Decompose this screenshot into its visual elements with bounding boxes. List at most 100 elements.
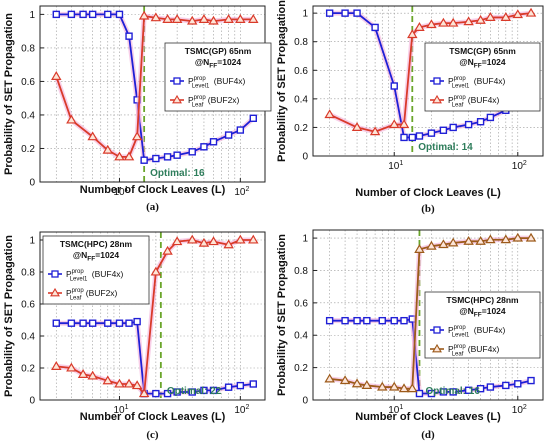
legend-marker: [50, 287, 60, 297]
data-point: [371, 23, 379, 32]
data-point: [486, 383, 495, 391]
data-point: [67, 10, 76, 19]
data-point: [427, 129, 436, 137]
data-point: [414, 22, 425, 31]
data-point: [188, 148, 196, 156]
y-tick-label: 0.4: [21, 332, 35, 343]
y-tick-label: 1: [29, 236, 35, 247]
y-axis-label: Probability of SET Propagation: [276, 234, 288, 396]
data-point: [163, 153, 172, 161]
data-point: [162, 245, 173, 255]
data-point: [140, 156, 148, 164]
legend-marker: [433, 326, 441, 334]
data-point: [51, 71, 62, 80]
data-point: [188, 388, 196, 396]
legend-title: TSMC(GP) 65nm: [185, 46, 252, 56]
x-tick-label: 102: [234, 404, 249, 416]
data-point: [325, 316, 334, 325]
data-point: [186, 15, 198, 25]
data-point: [341, 9, 349, 17]
data-point: [341, 316, 349, 325]
legend-label: Pprop Leaf (BUF2x): [66, 288, 118, 302]
x-axis-label: Number of Clock Leaves (L): [80, 184, 226, 196]
data-point: [198, 14, 210, 23]
data-point: [447, 237, 459, 247]
data-point: [438, 17, 449, 27]
data-point: [131, 380, 143, 390]
data-point: [427, 389, 436, 398]
panel-caption: (c): [146, 429, 159, 441]
data-point: [171, 236, 183, 246]
data-point: [463, 16, 474, 26]
data-point: [186, 234, 198, 244]
data-point: [486, 113, 495, 122]
panel-caption: (a): [146, 201, 159, 213]
data-point: [351, 122, 363, 131]
data-point: [351, 378, 363, 388]
y-tick-label: 0.4: [294, 331, 308, 342]
y-tick-label: 0.6: [21, 77, 35, 88]
y-tick-label: 0.4: [21, 110, 35, 121]
legend: TSMC(GP) 65nm@NFF=1024 Pprop Level1 (BUF4x…: [164, 42, 272, 112]
legend-marker: [432, 343, 442, 353]
data-point: [223, 239, 234, 249]
data-point: [88, 10, 97, 19]
data-point: [102, 375, 114, 385]
legend-title: TSMC(HPC) 28nm: [446, 295, 519, 305]
data-point: [353, 9, 361, 17]
data-point: [138, 10, 150, 20]
data-point: [475, 235, 486, 245]
optimal-label: Optimal: 16: [150, 168, 205, 179]
data-point: [447, 17, 459, 27]
data-point: [363, 316, 371, 325]
x-tick-label: 101: [388, 404, 403, 416]
data-point: [248, 234, 259, 244]
y-tick-label: 0.2: [294, 363, 308, 374]
data-point: [415, 389, 424, 398]
data-point: [400, 133, 408, 142]
y-tick-label: 0.8: [294, 37, 308, 48]
x-tick-label: 101: [113, 404, 128, 416]
y-tick-label: 1: [29, 10, 35, 21]
data-point: [235, 234, 246, 244]
legend-label: Pprop Level1 (BUF4x): [66, 269, 124, 283]
legend-subtitle: @NFF=1024: [73, 250, 120, 263]
y-tick-label: 0: [302, 152, 308, 163]
data-point: [52, 10, 60, 19]
y-tick-label: 0.4: [294, 94, 308, 105]
legend-marker: [433, 77, 441, 85]
data-point: [88, 319, 97, 327]
data-point: [361, 380, 373, 389]
legend-label: Pprop Leaf (BUF4x): [448, 344, 500, 358]
data-point: [150, 12, 162, 22]
data-point: [388, 119, 400, 129]
chart-panel-b: 0 0.2 0.4 0.6 0.8 1 101 102 Optimal: 14 Number of…: [276, 0, 544, 215]
data-point: [378, 316, 386, 325]
x-tick-label: 101: [388, 160, 403, 172]
data-point: [502, 381, 510, 390]
data-point: [209, 138, 218, 146]
data-point: [173, 151, 181, 159]
chart-panel-c: 0 0.2 0.4 0.6 0.8 1 101 102 Optimal: 22 Number of…: [3, 231, 266, 441]
x-tick-label: 102: [234, 186, 249, 198]
legend-label: Pprop Level1 (BUF4x): [448, 325, 506, 339]
data-point: [52, 319, 60, 327]
y-tick-label: 0: [29, 178, 35, 189]
data-point: [390, 316, 398, 325]
data-point: [79, 319, 87, 327]
chart-panel-a: 0 0.2 0.4 0.6 0.8 1 101 102 Optimal: 16 Number of…: [3, 5, 272, 213]
x-tick-label: 101: [113, 186, 128, 198]
data-point: [249, 380, 257, 388]
optimal-label: Optimal: 22: [167, 386, 222, 397]
data-point: [51, 361, 62, 370]
data-point: [208, 15, 219, 25]
data-point: [200, 386, 208, 395]
data-point: [67, 319, 76, 327]
data-point: [173, 388, 181, 396]
data-point: [512, 232, 524, 242]
y-axis-label: Probability of SET Propagation: [3, 13, 15, 175]
data-point: [512, 9, 524, 19]
data-point: [415, 132, 424, 140]
data-point: [249, 114, 257, 123]
data-point: [464, 386, 473, 394]
